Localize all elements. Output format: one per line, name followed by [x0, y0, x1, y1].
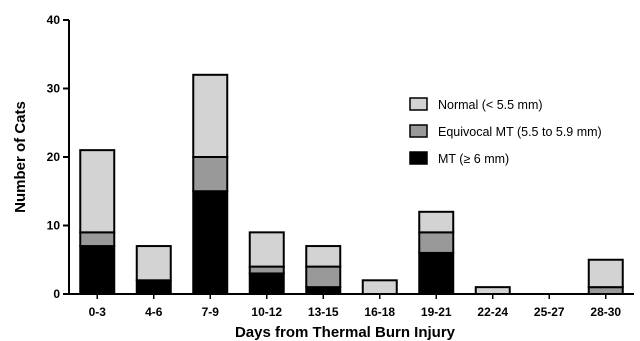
x-tick-label: 10-12: [251, 305, 282, 319]
bar-segment-4-6-series-2: [135, 245, 172, 282]
x-tick-label: 0-3: [89, 305, 107, 319]
x-tick-label: 28-30: [590, 305, 621, 319]
bar-segment-0-3-series-2: [79, 149, 116, 234]
bars-group: 0-3 4-6 7-9 10-12 13-15 16-18 19-21 22-24 25-27 2…: [79, 73, 624, 319]
legend-swatch: [409, 124, 428, 138]
legend-label: Equivocal MT (5.5 to 5.9 mm): [438, 125, 602, 139]
x-tick-label: 22-24: [477, 305, 508, 319]
legend-swatch: [409, 151, 428, 165]
y-tick-label: 30: [47, 82, 61, 96]
y-tick-label: 10: [47, 219, 61, 233]
bar-segment-0-3-series-0: [79, 245, 116, 296]
bar-segment-10-12-series-0: [248, 272, 285, 296]
legend-swatch: [409, 97, 428, 111]
x-tick-label: 16-18: [364, 305, 395, 319]
x-axis-title: Days from Thermal Burn Injury: [235, 324, 456, 341]
y-tick-label: 0: [53, 287, 60, 301]
bar-segment-4-6-series-0: [135, 279, 172, 295]
bar-segment-13-15-series-2: [305, 245, 342, 268]
bar-segment-19-21-series-2: [418, 210, 455, 234]
bar-segment-13-15-series-0: [305, 286, 342, 295]
bar-segment-13-15-series-1: [305, 265, 342, 289]
legend-label: Normal (< 5.5 mm): [438, 98, 543, 112]
x-tick-label: 25-27: [534, 305, 565, 319]
bar-segment-10-12-series-1: [248, 265, 285, 275]
bar-segment-7-9-series-0: [192, 190, 229, 295]
bar-segment-28-30-series-1: [587, 286, 624, 295]
x-tick-label: 4-6: [145, 305, 163, 319]
bar-segment-19-21-series-0: [418, 251, 455, 295]
bar-segment-10-12-series-2: [248, 231, 285, 268]
legend: Normal (< 5.5 mm) Equivocal MT (5.5 to 5.…: [409, 97, 602, 166]
x-tick-label: 7-9: [202, 305, 220, 319]
x-tick-label: 13-15: [308, 305, 339, 319]
bar-segment-7-9-series-1: [192, 156, 229, 193]
bar-segment-16-18-series-2: [361, 279, 398, 295]
y-tick-label: 40: [47, 13, 61, 27]
legend-label: MT (≥ 6 mm): [438, 152, 509, 166]
bar-segment-28-30-series-2: [587, 258, 624, 289]
bar-segment-19-21-series-1: [418, 231, 455, 254]
bar-segment-0-3-series-1: [79, 231, 116, 248]
bar-segment-22-24-series-2: [474, 286, 511, 295]
bar-segment-7-9-series-2: [192, 73, 229, 158]
x-tick-label: 19-21: [421, 305, 452, 319]
y-axis-title: Number of Cats: [12, 101, 29, 213]
y-tick-label: 20: [47, 150, 61, 164]
axes-group: 0 10 20 30 40: [47, 13, 634, 301]
